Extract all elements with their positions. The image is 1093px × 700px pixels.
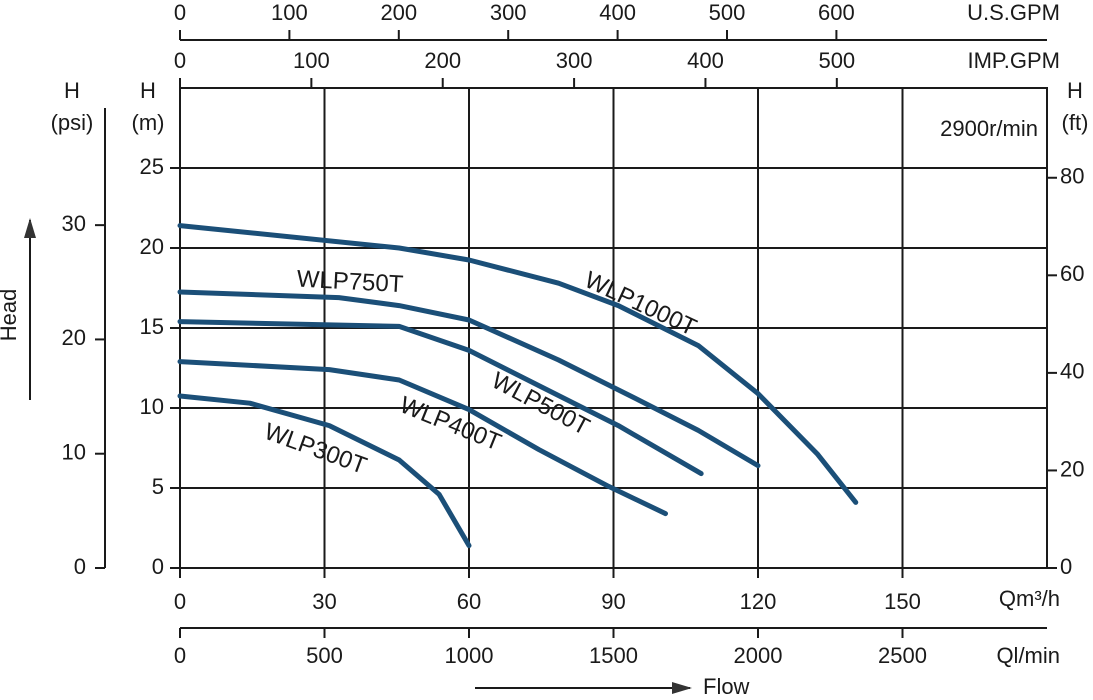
x-tick-label: 120: [740, 589, 777, 614]
pump-curve: [177, 393, 472, 549]
y-label: H: [140, 78, 156, 103]
x3-tick-label: 200: [424, 48, 461, 73]
y2-tick-label: 0: [74, 554, 86, 579]
y3-unit: (ft): [1062, 110, 1089, 135]
x4-tick-label: 500: [306, 643, 343, 668]
x3-tick-label: 500: [818, 48, 855, 73]
x-tick-label: 60: [457, 589, 481, 614]
x-tick-label: 150: [884, 589, 921, 614]
y3-label: H: [1067, 78, 1083, 103]
x-tick-label: 30: [312, 589, 336, 614]
x-axis-title: Flow: [703, 674, 750, 699]
x3-tick-label: 400: [687, 48, 724, 73]
pump-curve: [177, 319, 704, 477]
x2-tick-label: 100: [271, 0, 308, 25]
y2-tick-label: 20: [62, 325, 86, 350]
x4-tick-label: 1000: [445, 643, 494, 668]
y3-tick-label: 60: [1060, 261, 1084, 286]
y3-tick-label: 20: [1060, 456, 1084, 481]
x2-tick-label: 400: [599, 0, 636, 25]
x2-label: U.S.GPM: [967, 0, 1060, 25]
y-tick-label: 5: [152, 474, 164, 499]
y-tick-label: 25: [140, 154, 164, 179]
speed-annotation: 2900r/min: [940, 116, 1038, 141]
y-tick-label: 10: [140, 394, 164, 419]
x2-tick-label: 0: [174, 0, 186, 25]
y3-tick-label: 40: [1060, 359, 1084, 384]
x4-label: Ql/min: [996, 643, 1060, 668]
x3-label: IMP.GPM: [967, 48, 1060, 73]
y3-tick-label: 80: [1060, 164, 1084, 189]
x3-tick-label: 0: [174, 48, 186, 73]
x3-tick-label: 100: [293, 48, 330, 73]
y2-tick-label: 30: [62, 211, 86, 236]
x3-tick-label: 300: [556, 48, 593, 73]
x2-tick-label: 500: [709, 0, 746, 25]
x2-tick-label: 200: [380, 0, 417, 25]
pump-curve: [177, 289, 761, 469]
x4-tick-label: 0: [174, 643, 186, 668]
pump-curve: [177, 223, 859, 505]
y3-tick-label: 0: [1060, 554, 1072, 579]
y-tick-label: 15: [140, 314, 164, 339]
x4-tick-label: 2000: [734, 643, 783, 668]
y2-unit: (psi): [51, 110, 94, 135]
y-unit: (m): [132, 110, 165, 135]
x-tick-label: 0: [174, 589, 186, 614]
curve-label: WLP1000T: [580, 266, 701, 341]
x-tick-label: 90: [601, 589, 625, 614]
x2-tick-label: 600: [818, 0, 855, 25]
x4-tick-label: 1500: [589, 643, 638, 668]
curve-label: WLP750T: [296, 266, 404, 299]
x2-tick-label: 300: [490, 0, 527, 25]
y-tick-label: 20: [140, 234, 164, 259]
curve-label: WLP300T: [261, 418, 371, 480]
y-tick-label: 0: [152, 554, 164, 579]
x4-tick-label: 2500: [878, 643, 927, 668]
pump-curve: [177, 359, 669, 517]
y2-label: H: [64, 78, 80, 103]
y-axis-title: Head: [0, 289, 21, 342]
x-label: Qm³/h: [999, 586, 1060, 611]
y2-tick-label: 10: [62, 440, 86, 465]
